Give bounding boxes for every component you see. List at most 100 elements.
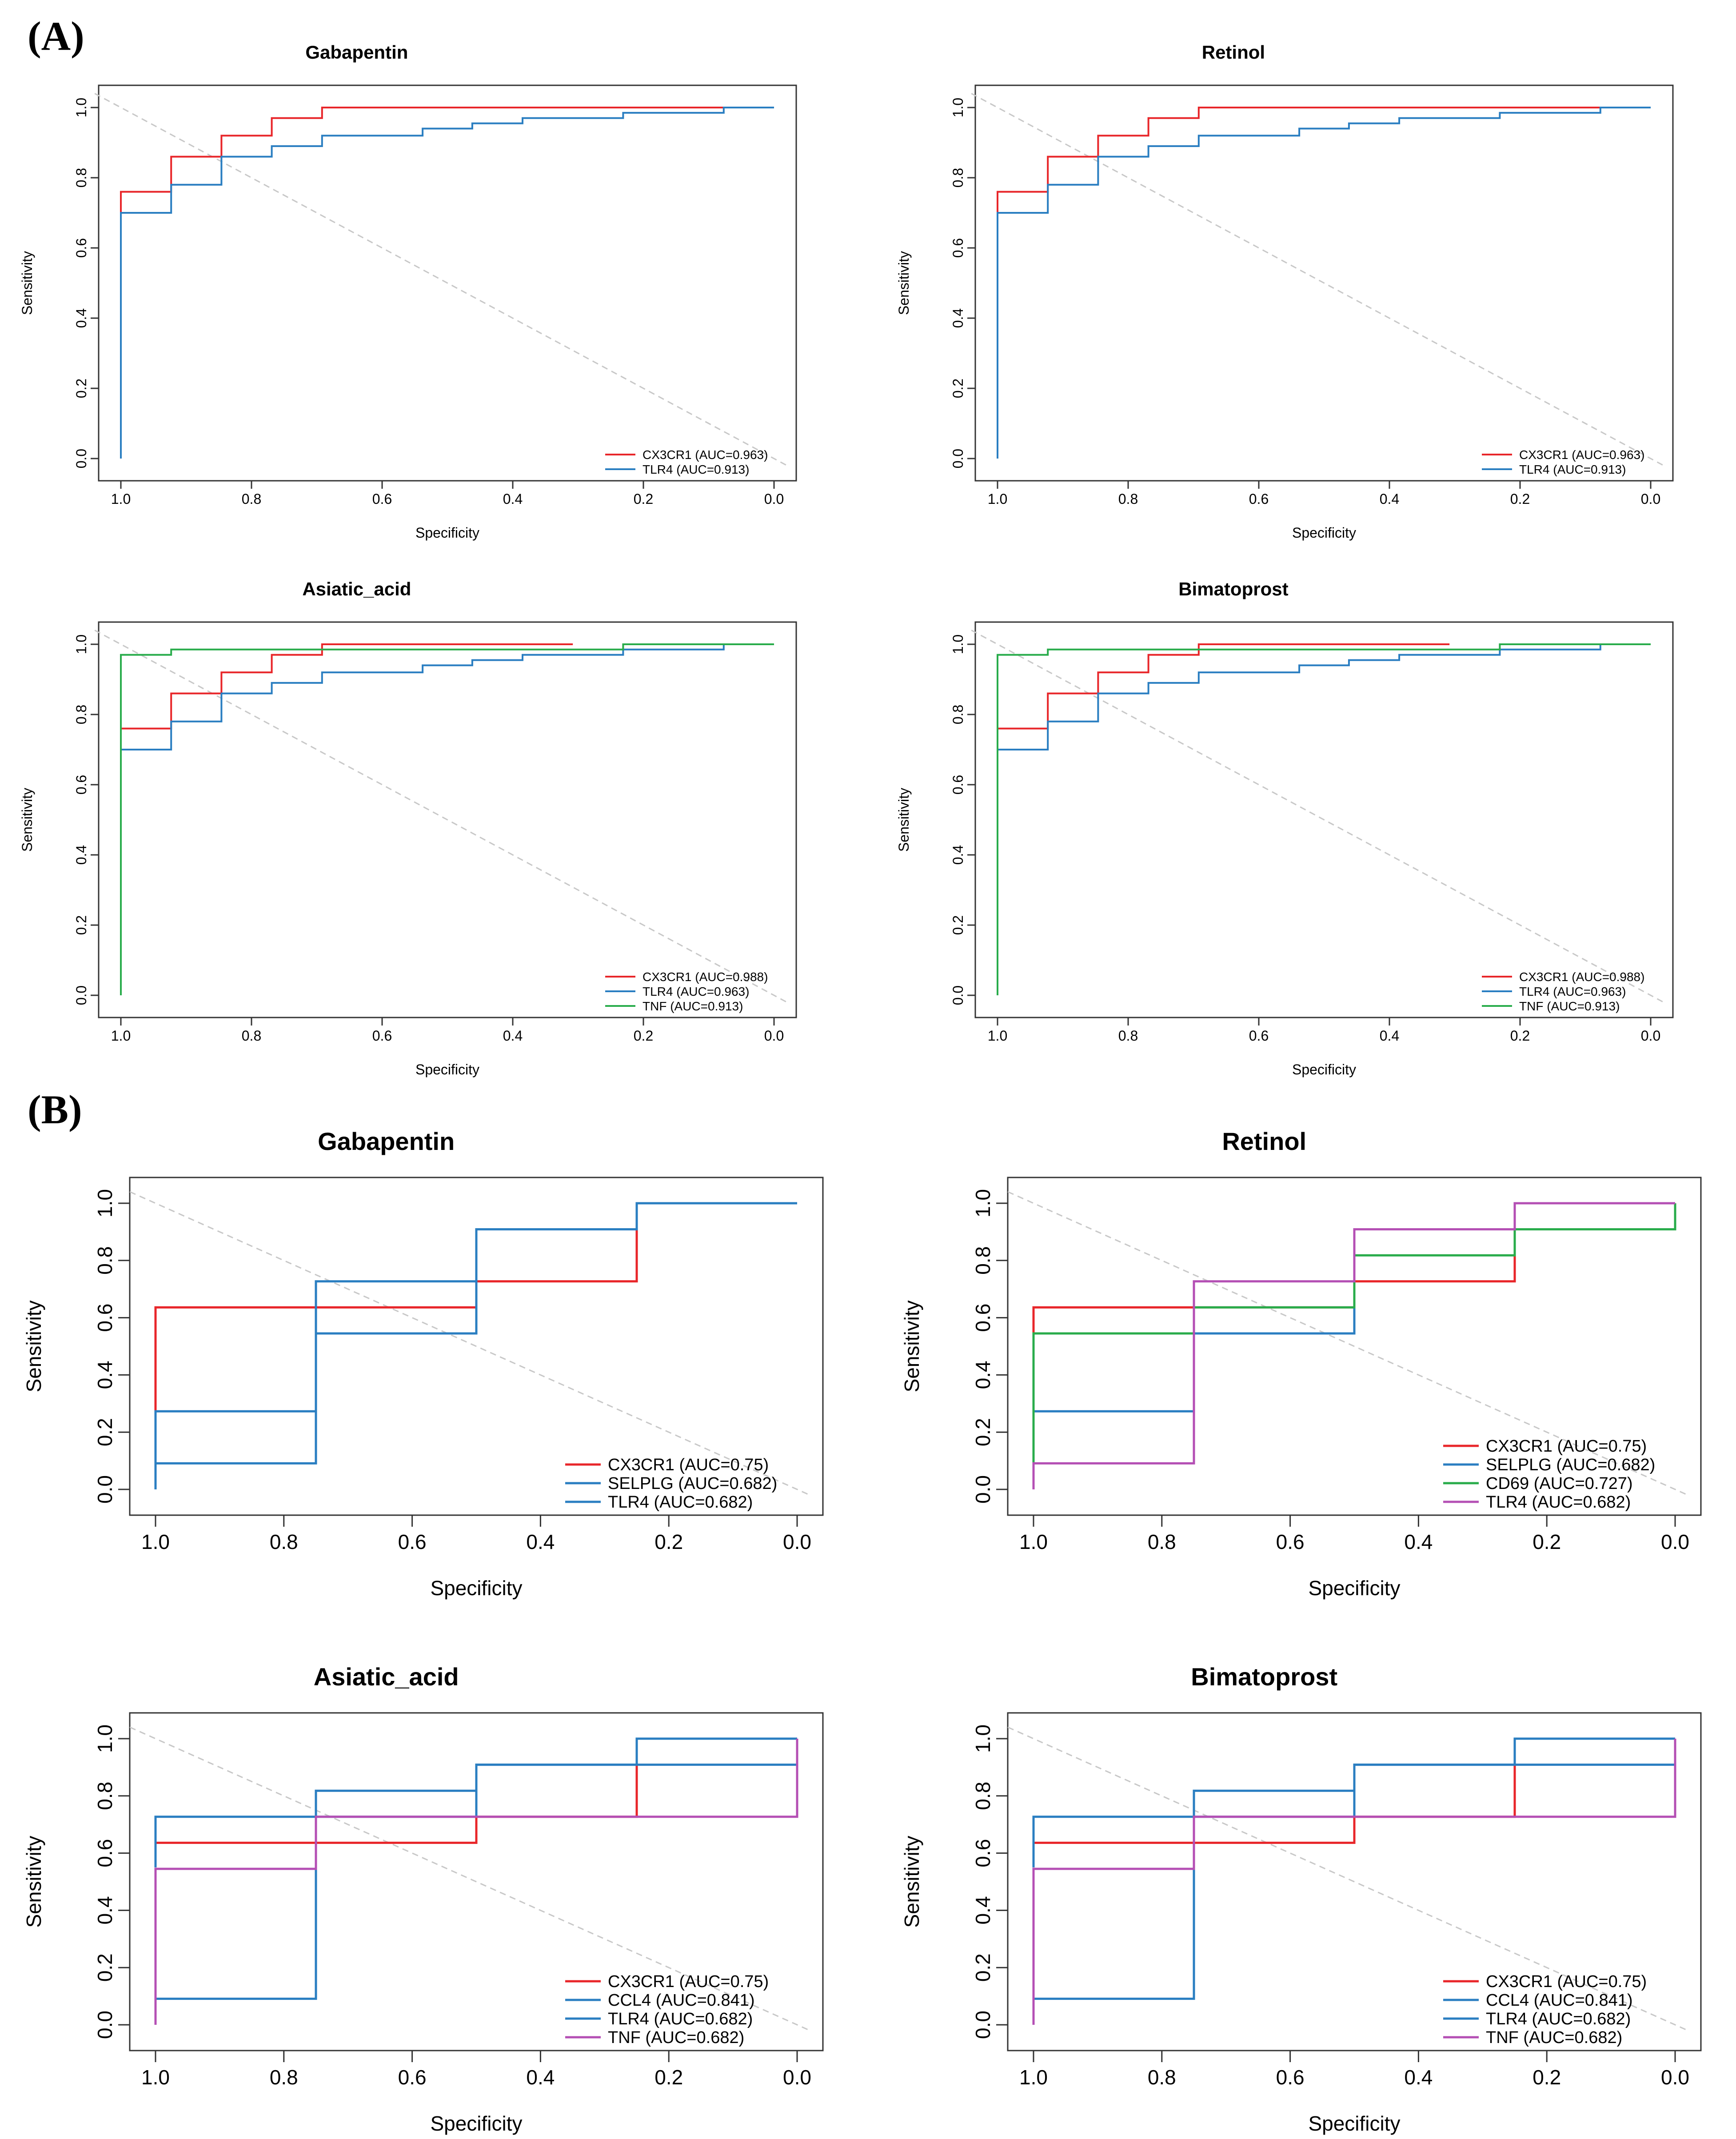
legend-entry: TLR4 (AUC=0.913) [643,463,749,476]
y-tick-label: 1.0 [93,1189,116,1217]
y-tick-label: 0.8 [73,705,89,724]
x-tick-label: 0.6 [1276,1530,1305,1553]
x-tick-label: 0.0 [1641,491,1660,507]
diagonal-reference-line [94,630,788,1003]
legend-entry: TLR4 (AUC=0.682) [1486,2010,1631,2028]
legend-entry: TNF (AUC=0.913) [1519,999,1620,1013]
diagonal-reference-line [971,93,1664,467]
diagonal-reference-line [971,630,1664,1003]
y-tick-label: 0.4 [950,845,966,865]
x-tick-label: 0.4 [503,1028,523,1044]
charts-layer: Gabapentin 1.0 0.8 0.6 0.4 0.2 0.0 0.0 0.2 0.4 0.6… [19,42,1702,2135]
y-tick-label: 0.2 [93,1953,116,1982]
x-tick-label: 0.8 [270,2066,298,2089]
y-tick-label: 0.0 [950,449,966,468]
legend-entry: CX3CR1 (AUC=0.963) [643,448,768,462]
y-tick-label: 0.2 [950,379,966,398]
roc-series-tnf [997,643,1651,995]
x-tick-label: 1.0 [111,491,131,507]
y-tick-label: 0.0 [971,2011,994,2039]
y-tick-label: 1.0 [73,98,89,117]
x-tick-label: 0.8 [1148,2066,1176,2089]
x-tick-label: 0.6 [398,2066,427,2089]
roc-series-cx3cr1 [120,107,724,459]
y-tick-label: 0.6 [950,775,966,794]
y-tick-label: 0.0 [73,986,89,1005]
y-tick-label: 0.6 [93,1839,116,1868]
legend-entry: CX3CR1 (AUC=0.75) [1486,1972,1647,1991]
y-tick-label: 0.6 [73,238,89,258]
x-tick-label: 0.4 [1404,1530,1433,1553]
x-tick-label: 1.0 [141,1530,170,1553]
legend-entry: CX3CR1 (AUC=0.963) [1519,448,1644,462]
legend-entry: TLR4 (AUC=0.913) [1519,463,1626,476]
chart-title: Asiatic_acid [314,1663,459,1691]
x-tick-label: 0.4 [1380,491,1399,507]
x-tick-label: 0.4 [503,491,523,507]
y-tick-label: 0.8 [950,168,966,188]
y-tick-label: 0.6 [950,238,966,258]
legend-entry: CX3CR1 (AUC=0.75) [1486,1437,1647,1456]
x-axis-label: Specificity [415,1062,479,1077]
roc-series-tlr4 [154,1202,797,1489]
y-tick-label: 0.8 [950,705,966,724]
y-tick-label: 0.0 [950,986,966,1005]
x-tick-label: 0.6 [1276,2066,1305,2089]
x-tick-label: 1.0 [141,2066,170,2089]
y-tick-label: 0.8 [93,1782,116,1810]
roc-chart-8: Bimatoprost 1.0 0.8 0.6 0.4 0.2 0.0 0.0 0.2 0.4 0.… [900,1663,1702,2135]
diagonal-reference-line [94,93,788,467]
y-tick-label: 0.2 [971,1953,994,1982]
x-tick-label: 0.0 [1661,1530,1689,1553]
y-tick-label: 1.0 [971,1724,994,1753]
y-tick-label: 1.0 [950,98,966,117]
y-axis-label: Sensitivity [896,788,912,852]
x-axis-label: Specificity [430,1576,522,1600]
x-tick-label: 0.4 [526,1530,555,1553]
roc-series-tlr4 [120,107,774,459]
x-axis-label: Specificity [1308,2112,1400,2135]
chart-title: Bimatoprost [1178,579,1288,599]
roc-series-tnf [120,643,774,995]
y-tick-label: 1.0 [73,635,89,654]
y-tick-label: 0.8 [971,1782,994,1810]
legend-entry: CX3CR1 (AUC=0.75) [608,1972,769,1991]
x-tick-label: 0.8 [242,491,261,507]
section-label-b: (B) [28,1087,82,1132]
y-tick-label: 0.0 [93,2011,116,2039]
y-tick-label: 1.0 [93,1724,116,1753]
roc-series-tlr4 [156,1737,797,2000]
legend-entry: TNF (AUC=0.913) [643,999,743,1013]
roc-series-tlr4 [997,644,1601,995]
roc-chart-6: Retinol 1.0 0.8 0.6 0.4 0.2 0.0 0.0 0.2 0.4 0.6 0.8… [900,1127,1702,1600]
legend-entry: CCL4 (AUC=0.841) [608,1991,755,2010]
legend-entry: CCL4 (AUC=0.841) [1486,1991,1633,2010]
y-tick-label: 0.4 [73,308,89,328]
x-tick-label: 0.0 [764,491,784,507]
y-axis-label: Sensitivity [22,1300,45,1392]
x-tick-label: 0.0 [783,1530,811,1553]
y-axis-label: Sensitivity [19,251,35,315]
y-tick-label: 0.4 [73,845,89,865]
y-axis-label: Sensitivity [896,251,912,315]
legend-entry: TLR4 (AUC=0.682) [1486,1493,1631,1512]
y-tick-label: 1.0 [950,635,966,654]
legend-entry: TLR4 (AUC=0.963) [1519,985,1626,998]
x-tick-label: 1.0 [988,491,1007,507]
x-tick-label: 0.4 [1404,2066,1433,2089]
y-tick-label: 0.8 [73,168,89,188]
roc-chart-4: Bimatoprost 1.0 0.8 0.6 0.4 0.2 0.0 0.0 0.2 0.4 0.… [896,579,1674,1077]
x-tick-label: 0.2 [634,491,653,507]
y-tick-label: 0.2 [73,379,89,398]
legend-entry: TLR4 (AUC=0.682) [608,1493,753,1512]
x-tick-label: 0.2 [654,2066,683,2089]
roc-series-cx3cr1 [120,643,573,995]
legend-entry: CX3CR1 (AUC=0.988) [1519,970,1644,984]
x-axis-label: Specificity [1292,525,1356,541]
legend-entry: TNF (AUC=0.682) [1486,2028,1622,2047]
y-tick-label: 0.2 [971,1418,994,1446]
chart-title: Asiatic_acid [302,579,411,599]
chart-title: Retinol [1222,1127,1306,1155]
